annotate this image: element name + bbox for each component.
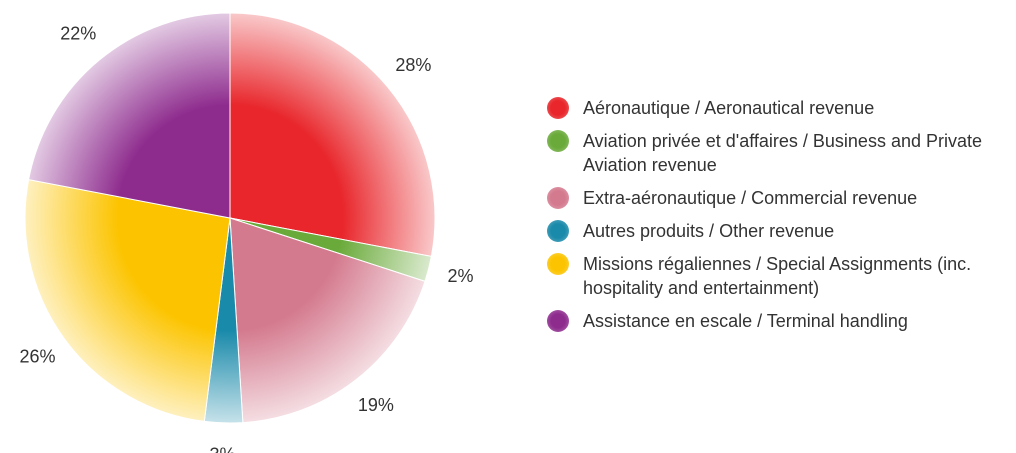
legend-item: Aviation privée et d'affaires / Business… [547,129,987,177]
value-label: 3% [210,445,236,453]
legend-item: Extra-aéronautique / Commercial revenue [547,186,987,210]
pie-slice [28,12,231,219]
legend-swatch [547,130,569,152]
value-label: 26% [19,347,55,367]
value-label: 22% [60,23,96,43]
legend-label: Aéronautique / Aeronautical revenue [583,98,875,118]
legend-item: Autres produits / Other revenue [547,219,987,243]
pie-slice [24,179,231,422]
legend-item: Missions régaliennes / Special Assignmen… [547,252,987,300]
legend-label: Missions régaliennes / Special Assignmen… [583,254,972,298]
value-label: 19% [358,395,394,415]
legend-swatch [547,253,569,275]
legend-swatch [547,97,569,119]
legend-label: Autres produits / Other revenue [583,221,835,241]
legend-swatch [547,310,569,332]
legend-swatch [547,187,569,209]
value-label: 28% [395,55,431,75]
legend-label: Aviation privée et d'affaires / Business… [583,131,982,175]
value-label: 2% [448,266,474,286]
legend-label: Extra-aéronautique / Commercial revenue [583,188,918,208]
legend-label: Assistance en escale / Terminal handling [583,311,908,331]
legend-item: Aéronautique / Aeronautical revenue [547,96,987,120]
pie: 28% 2% 19% 3% 26% 22% [19,12,474,453]
legend-item: Assistance en escale / Terminal handling [547,309,987,333]
pie-slice [229,12,436,257]
legend: Aéronautique / Aeronautical revenue Aviat… [547,96,987,342]
pie-slice [229,217,426,424]
legend-swatch [547,220,569,242]
